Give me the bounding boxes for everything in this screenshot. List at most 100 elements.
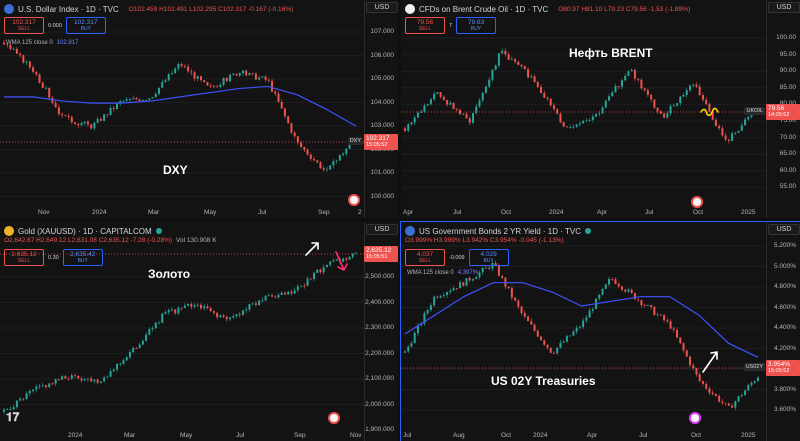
candle [653,307,656,316]
candle [306,278,309,286]
gold-time-axis[interactable]: 2024 Mar May Jul Sep Nov [0,429,364,441]
candle [154,322,157,329]
currency-selector[interactable]: USD [768,224,800,235]
candle [35,386,38,390]
candle [757,377,759,382]
currency-selector[interactable]: USD [768,2,800,13]
us02y-buy-button[interactable]: 4.029 BUY [468,249,509,266]
time-axis-tick: Jul [258,209,267,216]
dxy-buy-button[interactable]: 102.317 BUY [65,17,106,34]
brent-chart[interactable] [401,0,766,206]
price-axis-tick: 4.800% [773,283,796,290]
price-axis-tick: 1,900.000 [365,426,394,433]
candle [112,108,115,109]
us02y-sell-button[interactable]: 4.037 SELL [405,249,445,266]
candle [212,86,215,87]
candle [475,277,478,280]
candle [737,130,740,133]
candle [264,76,267,80]
us02y-indicator-legend[interactable]: WMA 125 close 0 4.397% [407,270,479,276]
gold-pane[interactable]: Gold (XAUUSD) · 1D · CAPITALCOM O2,642.6… [0,222,398,441]
us02y-trade-panel: 4.037 SELL -0.009 4.029 BUY [405,249,509,266]
candle [335,259,338,261]
candle [216,312,219,318]
candle [501,275,504,278]
candle [734,401,737,408]
candle [436,92,439,94]
gold-price-axis[interactable]: USD 2,500.000 2,400.000 2,300.000 2,200.000 2… [364,222,398,441]
brent-sell-button[interactable]: 79.56 SELL [405,17,445,34]
candle [300,142,303,147]
candle [238,314,241,316]
price-axis-tick: 65.00 [779,150,796,158]
gold-buy-button[interactable]: 2,635.42 BUY [62,249,103,266]
candle [325,169,328,171]
candle [199,304,202,309]
brent-pane[interactable]: CFDs on Brent Crude Oil · 1D · TVC O80.9… [401,0,800,218]
candle [439,92,442,97]
tradingview-logo[interactable]: 𝟏𝟕 [6,410,20,424]
dxy-time-axis[interactable]: Nov 2024 Mar May Jul Sep 2 [0,206,364,218]
candle [51,383,54,385]
candle [426,310,429,314]
candle [90,378,93,382]
time-axis-tick: Oct [501,209,512,216]
candle [562,122,565,127]
candle [718,395,721,402]
candle [695,368,698,375]
target-icon[interactable] [691,196,703,208]
candle [705,383,708,389]
us02y-price-axis[interactable]: USD5.200%5.000%4.800%4.600%4.400%4.200%4… [766,222,800,441]
candle [646,305,649,306]
candle [48,87,51,98]
candle [229,74,232,82]
currency-selector[interactable]: USD [366,2,398,13]
candle [546,344,549,348]
candle [296,286,299,291]
gold-chart[interactable] [0,222,364,429]
candle [407,124,410,131]
dxy-pane[interactable]: U.S. Dollar Index · 1D · TVC O102.459 H1… [0,0,398,218]
currency-selector[interactable]: USD [366,224,398,235]
candle [517,300,520,307]
dxy-price-axis[interactable]: USD 107.000 106.000 105.000 104.000 103.000 10… [364,0,398,218]
us02y-annotation: US 02Y Treasuries [491,374,596,388]
target-icon[interactable] [689,412,701,424]
candle [543,340,546,345]
candle [3,42,5,45]
candle [64,376,67,379]
target-icon[interactable] [348,194,360,206]
price-axis-tick: 95.00 [779,50,796,58]
candle [232,316,235,318]
dxy-sell-button[interactable]: 102.317 SELL [4,17,44,34]
candle [718,126,721,129]
candle [138,344,141,349]
candle [410,122,413,125]
price-axis-tick: 2,100.000 [365,375,394,382]
us02y-pane[interactable]: US Government Bonds 2 YR Yield · 1D · TV… [400,221,800,441]
target-icon[interactable] [328,412,340,424]
candle [203,306,206,309]
us02y-time-axis[interactable]: Jul Aug Oct 2024 Apr Jul Oct 2025 [401,429,766,441]
candle [666,113,669,118]
brent-spread: 7 [449,22,453,29]
gold-sell-button[interactable]: 2,635.12 SELL [4,249,44,266]
candle [64,115,67,116]
candle [734,132,737,134]
brent-price-axis[interactable]: USD 100.00 95.00 90.00 85.00 80.00 75.00 70.00 6… [766,0,800,218]
candle [504,50,507,55]
us02y-chart[interactable] [401,222,766,429]
candle [38,74,41,83]
brent-time-axis[interactable]: Apr Jul Oct 2024 Apr Jul Oct 2025 [401,206,766,218]
candle [83,121,86,124]
dxy-chart[interactable] [0,0,364,206]
candle [319,269,322,273]
dxy-indicator-legend[interactable]: WMA 125 close 0 102.817 [6,40,79,46]
candle [659,111,662,114]
brent-buy-button[interactable]: 79.63 BUY [456,17,497,34]
price-axis-tick: 90.00 [779,67,796,75]
us02y-spread: -0.009 [449,254,465,261]
candle [128,99,131,100]
candle [714,394,717,396]
candle [293,132,296,137]
